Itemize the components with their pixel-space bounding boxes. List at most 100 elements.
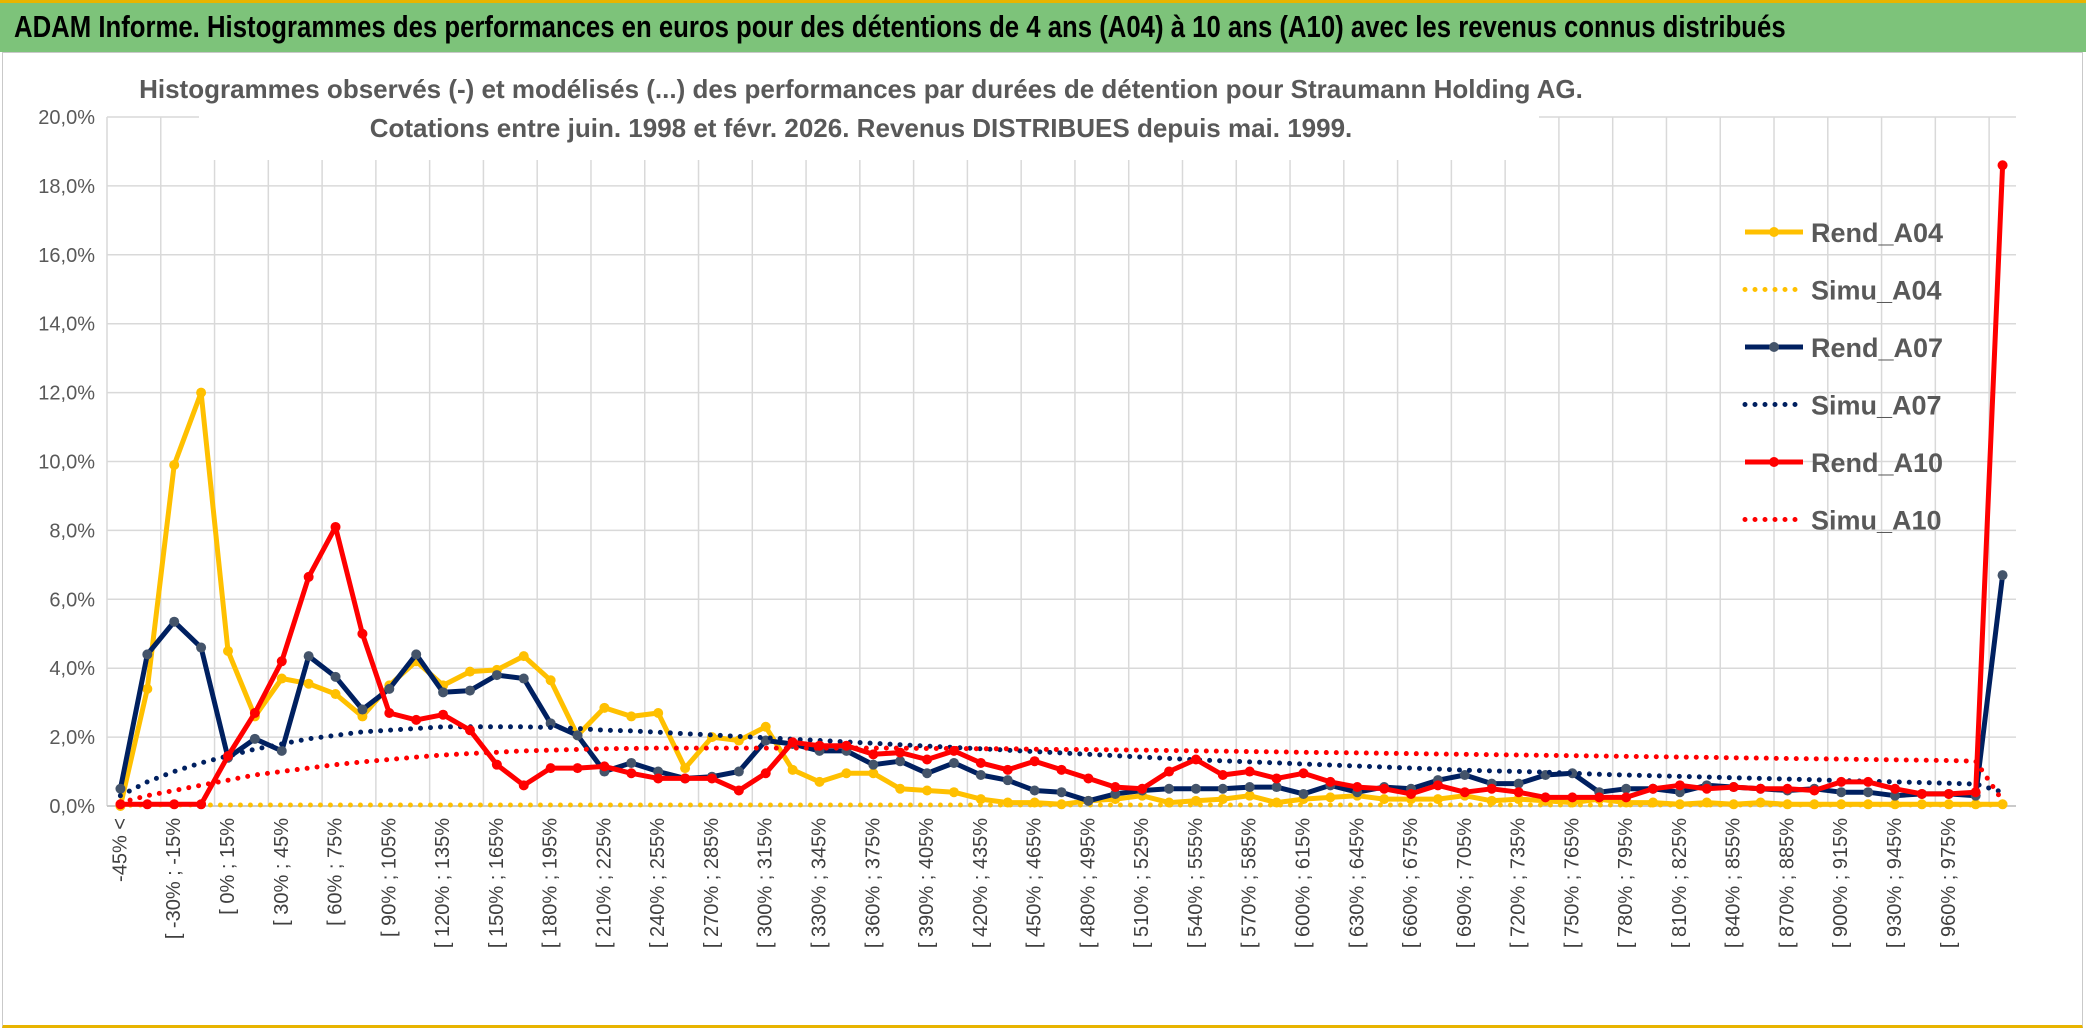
data-point bbox=[464, 666, 475, 677]
series-line-Simu_A10 bbox=[117, 745, 2006, 806]
data-point bbox=[1755, 783, 1766, 794]
data-point bbox=[653, 707, 664, 718]
data-point bbox=[1943, 788, 1954, 799]
data-point bbox=[464, 685, 475, 696]
data-point bbox=[1244, 782, 1255, 793]
data-point bbox=[1406, 788, 1417, 799]
chart-subtitle: Cotations entre juin. 1998 et févr. 2026… bbox=[370, 113, 1353, 143]
data-point bbox=[1782, 783, 1793, 794]
x-tick-label: [ 450% ; 465% bbox=[1024, 818, 1046, 948]
data-point bbox=[357, 704, 368, 715]
data-point bbox=[1217, 783, 1228, 794]
data-point bbox=[276, 673, 287, 684]
x-tick-label: [ 30% ; 45% bbox=[271, 818, 293, 926]
data-point bbox=[1298, 788, 1309, 799]
data-point bbox=[680, 773, 691, 784]
y-tick-label: 8,0% bbox=[49, 520, 95, 542]
data-point bbox=[1513, 787, 1524, 798]
legend-label: Simu_A07 bbox=[1811, 391, 1942, 421]
data-point bbox=[626, 711, 637, 722]
x-tick-label: [ 0% ; 15% bbox=[217, 818, 239, 915]
x-tick-label: -45% < bbox=[109, 818, 131, 882]
data-point bbox=[1621, 783, 1632, 794]
data-point bbox=[1459, 787, 1470, 798]
data-point bbox=[545, 675, 556, 686]
data-point bbox=[1244, 766, 1255, 777]
data-point bbox=[303, 651, 314, 662]
data-point bbox=[196, 799, 207, 810]
data-point bbox=[1486, 783, 1497, 794]
x-tick-label: [ 630% ; 645% bbox=[1346, 818, 1368, 948]
data-point bbox=[1836, 776, 1847, 787]
x-tick-label: [ 210% ; 225% bbox=[593, 818, 615, 948]
x-tick-label: [ 270% ; 285% bbox=[701, 818, 723, 948]
data-point bbox=[599, 761, 610, 772]
data-point bbox=[572, 763, 583, 774]
data-point bbox=[357, 628, 368, 639]
data-point bbox=[1674, 780, 1685, 791]
data-point bbox=[196, 387, 207, 398]
data-point bbox=[1890, 790, 1901, 801]
data-point bbox=[1890, 799, 1901, 810]
data-point bbox=[384, 683, 395, 694]
data-point bbox=[895, 756, 906, 767]
data-point bbox=[1271, 773, 1282, 784]
x-tick-label: [ 690% ; 705% bbox=[1454, 818, 1476, 948]
x-tick-label: [ 120% ; 135% bbox=[432, 818, 454, 948]
data-point bbox=[760, 721, 771, 732]
data-point bbox=[922, 768, 933, 779]
data-point bbox=[733, 785, 744, 796]
data-point bbox=[169, 459, 180, 470]
data-point bbox=[411, 649, 422, 660]
data-point bbox=[1083, 795, 1094, 806]
data-point bbox=[276, 745, 287, 756]
data-point bbox=[491, 759, 502, 770]
data-point bbox=[1190, 783, 1201, 794]
data-point bbox=[169, 616, 180, 627]
data-point bbox=[1002, 764, 1013, 775]
x-tick-label: [ 330% ; 345% bbox=[809, 818, 831, 948]
data-point bbox=[1298, 768, 1309, 779]
data-point bbox=[1217, 769, 1228, 780]
data-point bbox=[1513, 794, 1524, 805]
x-tick-label: [ 480% ; 495% bbox=[1077, 818, 1099, 948]
x-tick-label: [ 600% ; 615% bbox=[1292, 818, 1314, 948]
data-point bbox=[249, 707, 260, 718]
data-point bbox=[1701, 783, 1712, 794]
x-tick-label: [ 810% ; 825% bbox=[1669, 818, 1691, 948]
y-tick-label: 14,0% bbox=[38, 314, 95, 336]
data-point bbox=[142, 649, 153, 660]
data-point bbox=[948, 787, 959, 798]
data-point bbox=[1432, 794, 1443, 805]
data-point bbox=[760, 768, 771, 779]
data-point bbox=[922, 785, 933, 796]
data-point bbox=[787, 737, 798, 748]
x-tick-label: [ 900% ; 915% bbox=[1830, 818, 1852, 948]
data-point bbox=[1137, 783, 1148, 794]
legend-marker bbox=[1769, 342, 1779, 352]
data-point bbox=[922, 754, 933, 765]
data-point bbox=[1217, 794, 1228, 805]
y-tick-label: 12,0% bbox=[38, 383, 95, 405]
x-tick-label: [ 60% ; 75% bbox=[325, 818, 347, 926]
title-background bbox=[199, 58, 1539, 160]
data-point bbox=[491, 670, 502, 681]
data-point bbox=[1621, 792, 1632, 803]
data-point bbox=[975, 769, 986, 780]
data-point bbox=[249, 733, 260, 744]
data-point bbox=[303, 678, 314, 689]
data-point bbox=[1970, 799, 1981, 810]
x-tick-label: [ 510% ; 525% bbox=[1131, 818, 1153, 948]
data-point bbox=[572, 730, 583, 741]
data-point bbox=[1164, 766, 1175, 777]
legend-marker bbox=[1769, 227, 1779, 237]
series-line-Simu_A07 bbox=[117, 724, 2006, 799]
x-tick-label: [ 180% ; 195% bbox=[540, 818, 562, 948]
data-point bbox=[1970, 787, 1981, 798]
legend-label: Rend_A04 bbox=[1811, 218, 1943, 248]
data-point bbox=[653, 766, 664, 777]
data-point bbox=[464, 725, 475, 736]
data-point bbox=[384, 707, 395, 718]
x-tick-label: [ -30% ; -15% bbox=[163, 818, 185, 939]
data-point bbox=[1459, 769, 1470, 780]
